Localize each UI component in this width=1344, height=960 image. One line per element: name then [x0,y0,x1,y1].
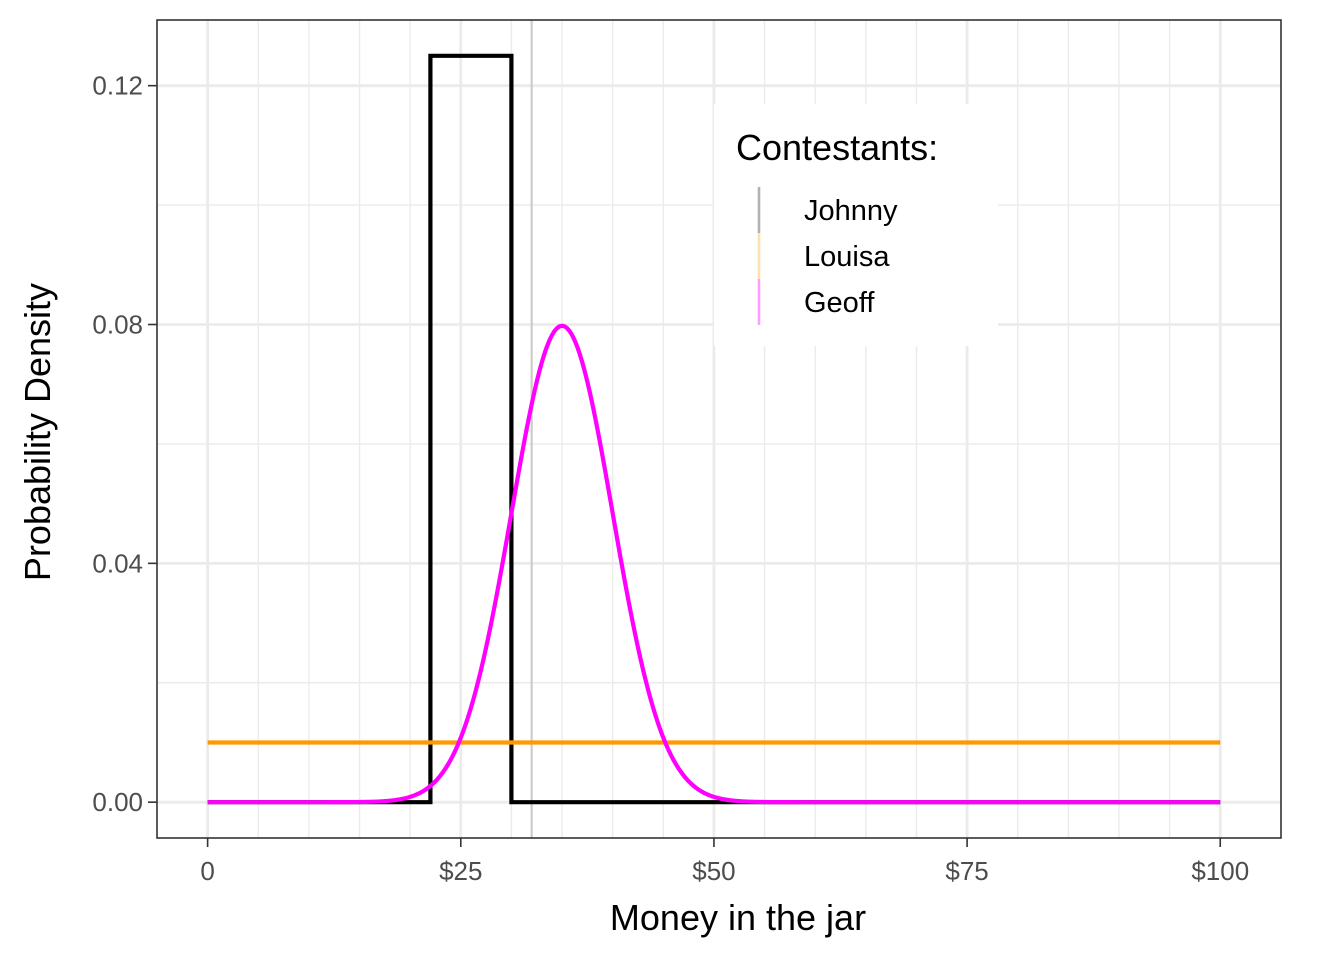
legend-label: Geoff [804,287,875,319]
y-axis-ticks: 0.00 0.04 0.08 0.12 [92,71,157,817]
legend: Contestants: Johnny Louisa Geoff [714,104,998,346]
y-tick-label: 0.00 [92,787,143,817]
y-tick-label: 0.04 [92,548,143,578]
x-axis-title: Money in the jar [610,897,866,938]
series-lines [207,53,1221,805]
legend-label: Louisa [804,241,890,273]
x-tick-label: $50 [692,856,735,886]
x-tick-label: 0 [200,856,214,886]
x-tick-label: $75 [945,856,988,886]
panel-border [156,19,1282,839]
legend-background [714,104,998,346]
y-tick-label: 0.12 [92,71,143,101]
x-tick-label: $25 [439,856,482,886]
x-axis-ticks: 0 $25 $50 $75 $100 [200,838,1249,886]
x-tick-label: $100 [1191,856,1249,886]
legend-entries: Johnny Louisa Geoff [757,187,898,325]
legend-label: Johnny [804,195,898,227]
y-axis-title: Probability Density [17,283,58,581]
legend-title: Contestants: [736,127,938,168]
normal-density-line [207,323,1221,805]
y-tick-label: 0.08 [92,310,143,340]
